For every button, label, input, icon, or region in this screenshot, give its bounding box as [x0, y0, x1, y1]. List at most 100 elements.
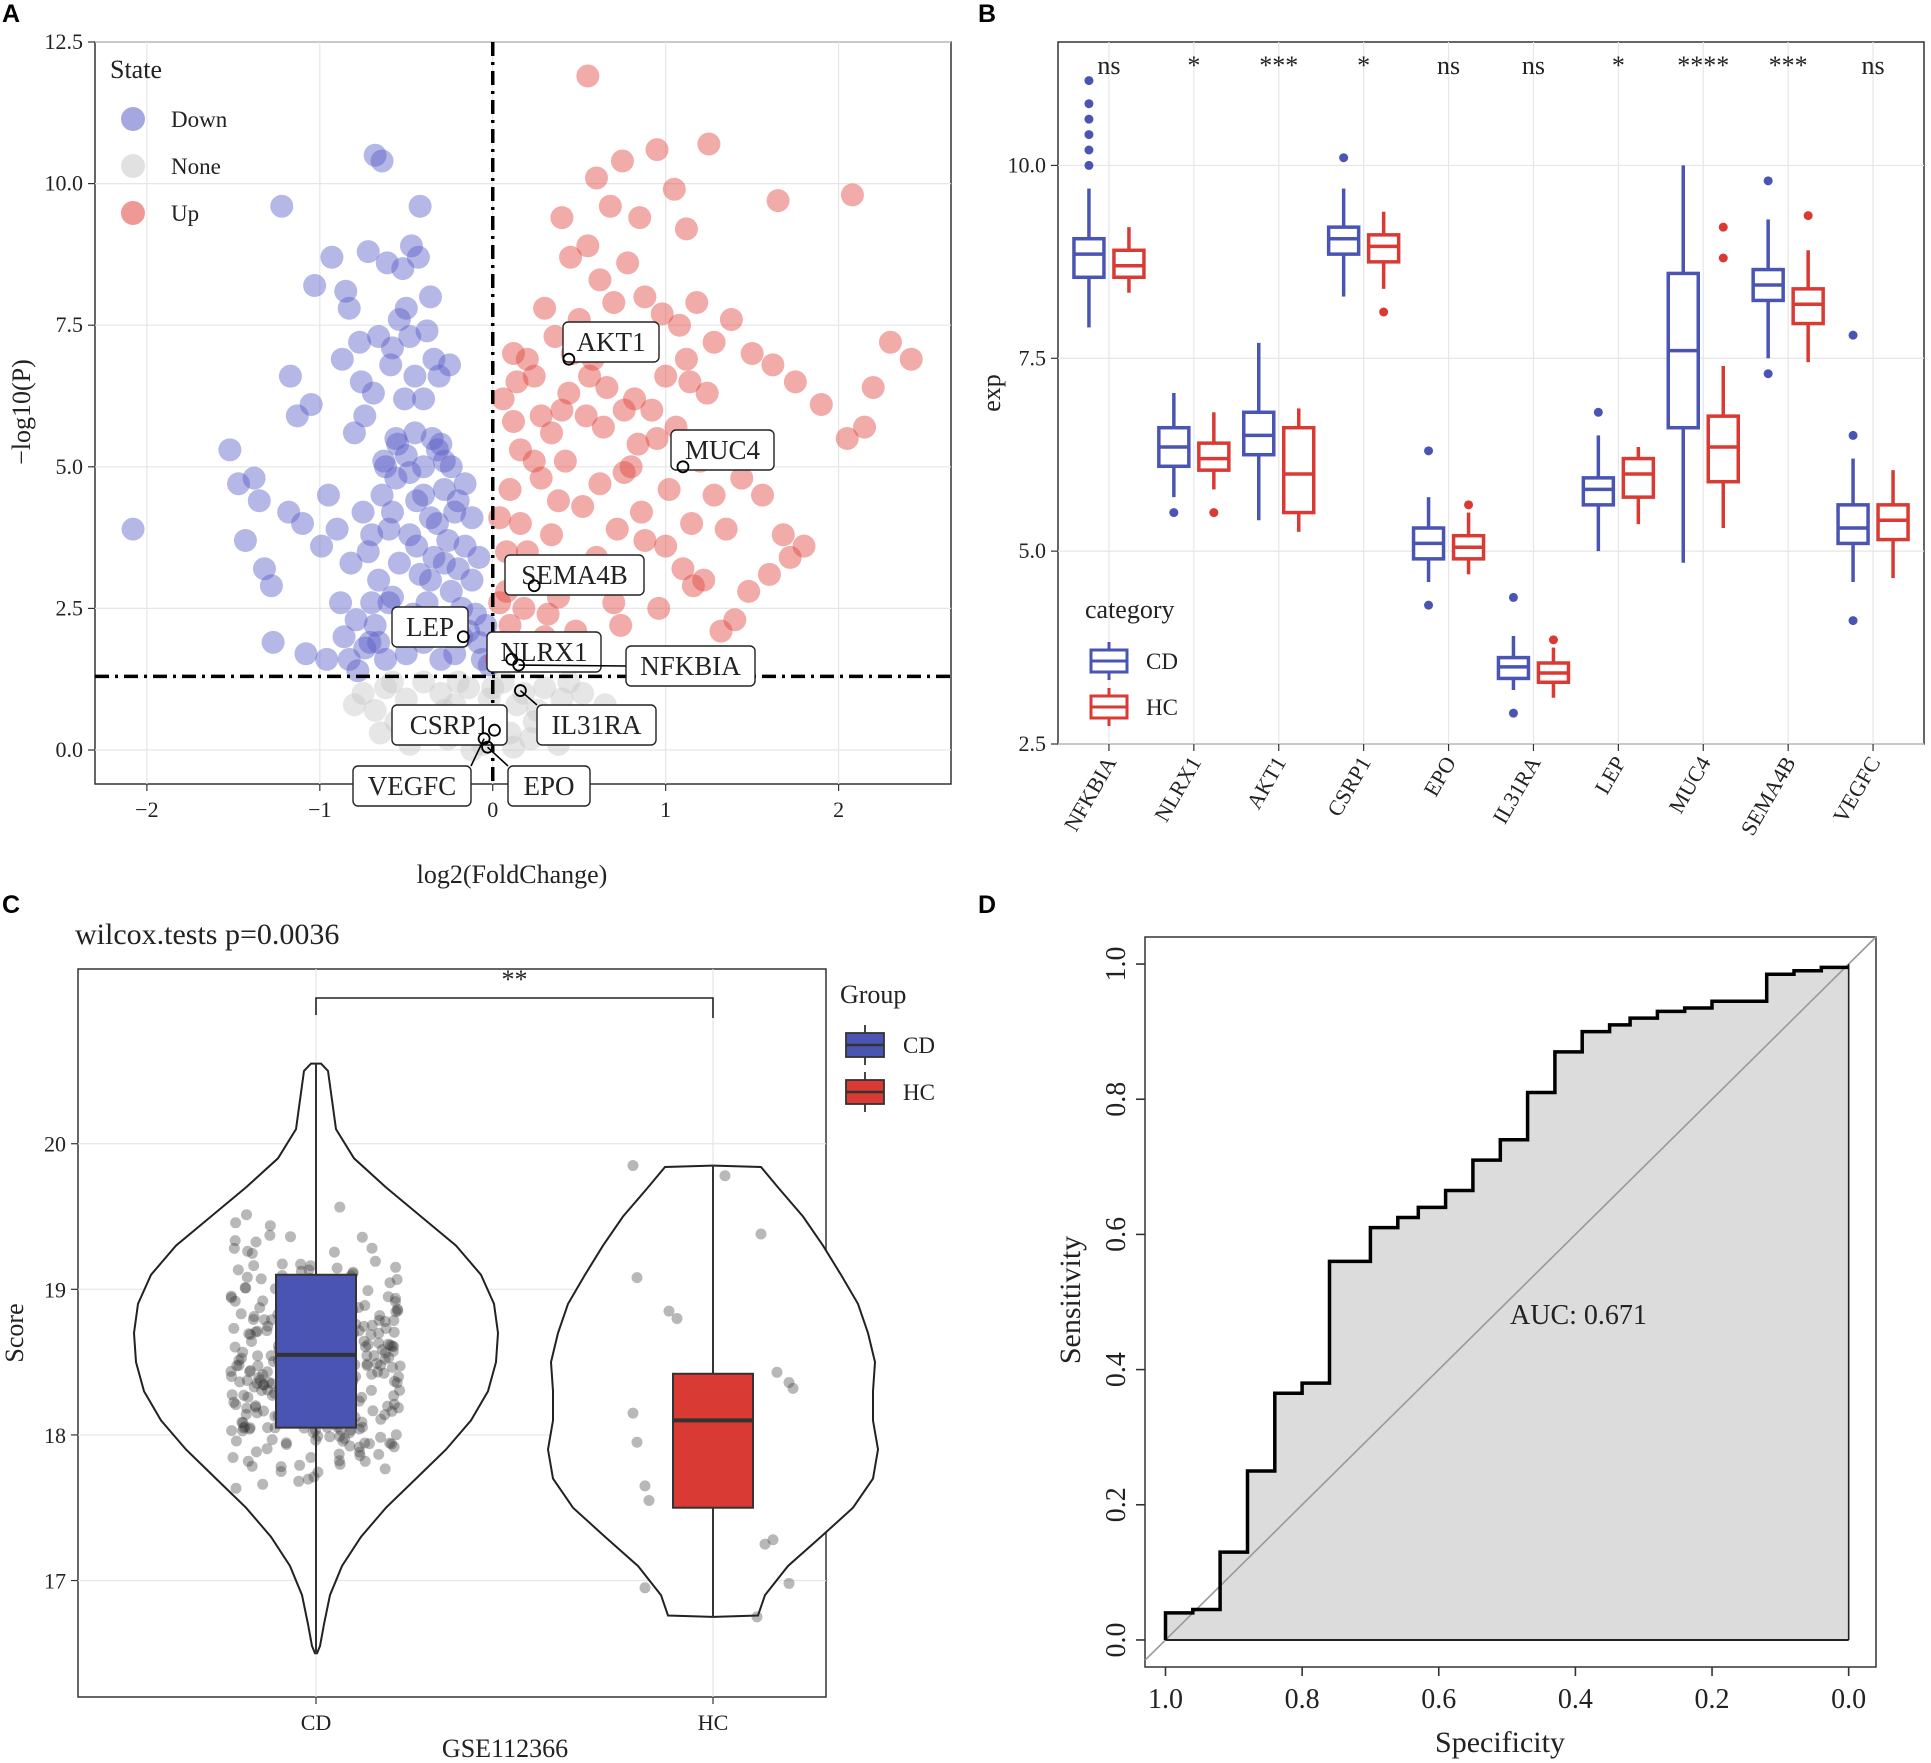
volcano-point-down — [315, 647, 339, 671]
volcano-point-up — [737, 579, 761, 603]
volcano-point-up — [576, 64, 600, 88]
volcano-point-down — [361, 381, 385, 405]
volcano-point-up — [540, 523, 564, 547]
violin-point-cd — [373, 1314, 385, 1326]
violin-point-cd — [344, 1427, 356, 1439]
volcano-point-down — [370, 149, 394, 173]
volcano-x-tick-label: 0 — [487, 797, 498, 822]
violin-point-cd — [312, 1466, 324, 1478]
volcano-point-down — [367, 325, 391, 349]
volcano-point-down — [439, 455, 463, 479]
boxplot-outlier-cd — [1339, 153, 1349, 163]
volcano-point-down — [403, 421, 427, 445]
boxplot-outlier-hc — [1803, 211, 1813, 221]
violin-point-cd — [280, 1439, 292, 1450]
violin-point-cd — [266, 1434, 278, 1446]
boxplot-y-tick-label: 10.0 — [1008, 152, 1047, 177]
violin-point-cd — [229, 1341, 241, 1353]
volcano-point-down — [443, 642, 467, 666]
volcano-label-connector — [519, 689, 538, 706]
roc-y-tick-label: 0.4 — [1101, 1352, 1132, 1387]
volcano-point-up — [662, 177, 686, 201]
volcano-point-down — [380, 585, 404, 609]
volcano-point-down — [412, 455, 436, 479]
volcano-point-up — [678, 370, 702, 394]
volcano-point-up — [761, 353, 785, 377]
violin-point-cd — [229, 1295, 241, 1307]
violin-point-cd — [354, 1450, 366, 1462]
volcano-point-down — [334, 279, 358, 303]
boxplot-outlier-cd — [1763, 176, 1773, 186]
volcano-point-up — [840, 183, 864, 207]
volcano-point-down — [242, 466, 266, 490]
violin-point-cd — [237, 1417, 249, 1429]
violin-point-cd — [305, 1452, 317, 1463]
volcano-point-down — [427, 364, 451, 388]
boxplot-outlier-cd — [1169, 508, 1179, 518]
violin-point-cd — [391, 1377, 403, 1389]
volcano-point-none — [380, 670, 404, 694]
volcano-point-none — [533, 676, 557, 700]
volcano-legend-label-none: None — [171, 154, 221, 179]
volcano-point-down — [429, 647, 453, 671]
violin-point-cd — [382, 1338, 394, 1350]
volcano-point-up — [609, 613, 633, 637]
violin-legend-title: Group — [840, 980, 906, 1009]
volcano-point-none — [429, 681, 453, 705]
volcano-point-up — [602, 591, 626, 615]
boxplot-outlier-cd — [1084, 76, 1094, 86]
violin-point-cd — [253, 1372, 265, 1384]
roc-y-axis-title: Sensitivity — [1054, 1236, 1087, 1364]
volcano-point-down — [394, 443, 418, 467]
violin-point-cd — [359, 1300, 371, 1311]
boxplot-outlier-cd — [1593, 407, 1603, 417]
volcano-point-none — [557, 670, 581, 694]
violin-legend-label-hc: HC — [903, 1080, 935, 1105]
expression-boxplot: 2.5 5.0 7.5 10.0 NFKBIA NLRX1 AKT1 CSRP1 EPO IL31… — [977, 41, 1925, 840]
volcano-point-down — [422, 545, 446, 569]
volcano-point-up — [629, 500, 653, 524]
boxplot-box-hc — [1706, 414, 1741, 484]
violin-point-cd — [379, 1353, 391, 1365]
roc-diagonal-reference — [1144, 936, 1877, 1661]
volcano-point-down — [294, 642, 318, 666]
volcano-point-down — [342, 421, 366, 445]
panel-label-d: D — [978, 891, 996, 919]
violin-point-cd — [344, 1440, 356, 1452]
violin-point-cd — [248, 1381, 260, 1393]
volcano-point-down — [405, 534, 429, 558]
roc-x-axis-title: Specificity — [1435, 1726, 1565, 1759]
volcano-point-down — [303, 274, 327, 298]
boxplot-outlier-cd — [1084, 114, 1094, 124]
volcano-point-up — [550, 206, 574, 230]
volcano-point-down — [227, 472, 251, 496]
boxplot-significance-label: ns — [1522, 51, 1545, 80]
violin-point-cd — [337, 1435, 349, 1447]
volcano-point-up — [522, 449, 546, 473]
volcano-point-down — [453, 534, 477, 558]
violin-significance-label: ** — [502, 965, 528, 994]
violin-point-cd — [379, 1347, 391, 1359]
volcano-point-down — [432, 477, 456, 501]
violin-point-cd — [356, 1231, 368, 1243]
volcano-gene-label: CSRP1 — [410, 710, 490, 740]
violin-point-cd — [383, 1352, 395, 1363]
volcano-point-down — [412, 387, 436, 411]
violin-point-cd — [361, 1358, 373, 1370]
volcano-point-down — [420, 426, 444, 450]
violin-point-cd — [241, 1209, 252, 1221]
violin-point-cd — [390, 1292, 401, 1304]
volcano-point-down — [278, 364, 302, 388]
violin-point-cd — [365, 1329, 377, 1341]
volcano-point-down — [446, 557, 470, 581]
volcano-point-up — [645, 138, 669, 162]
volcano-x-tick-label: 1 — [660, 797, 671, 822]
volcano-point-up — [714, 517, 738, 541]
violin-point-hc — [663, 1305, 675, 1317]
volcano-point-down — [405, 489, 429, 513]
violin-point-cd — [384, 1277, 396, 1289]
boxplot-significance-label: *** — [1259, 51, 1298, 80]
volcano-gene-label: SEMA4B — [521, 560, 628, 590]
violin-point-cd — [230, 1399, 242, 1411]
violin-point-cd — [373, 1337, 385, 1349]
